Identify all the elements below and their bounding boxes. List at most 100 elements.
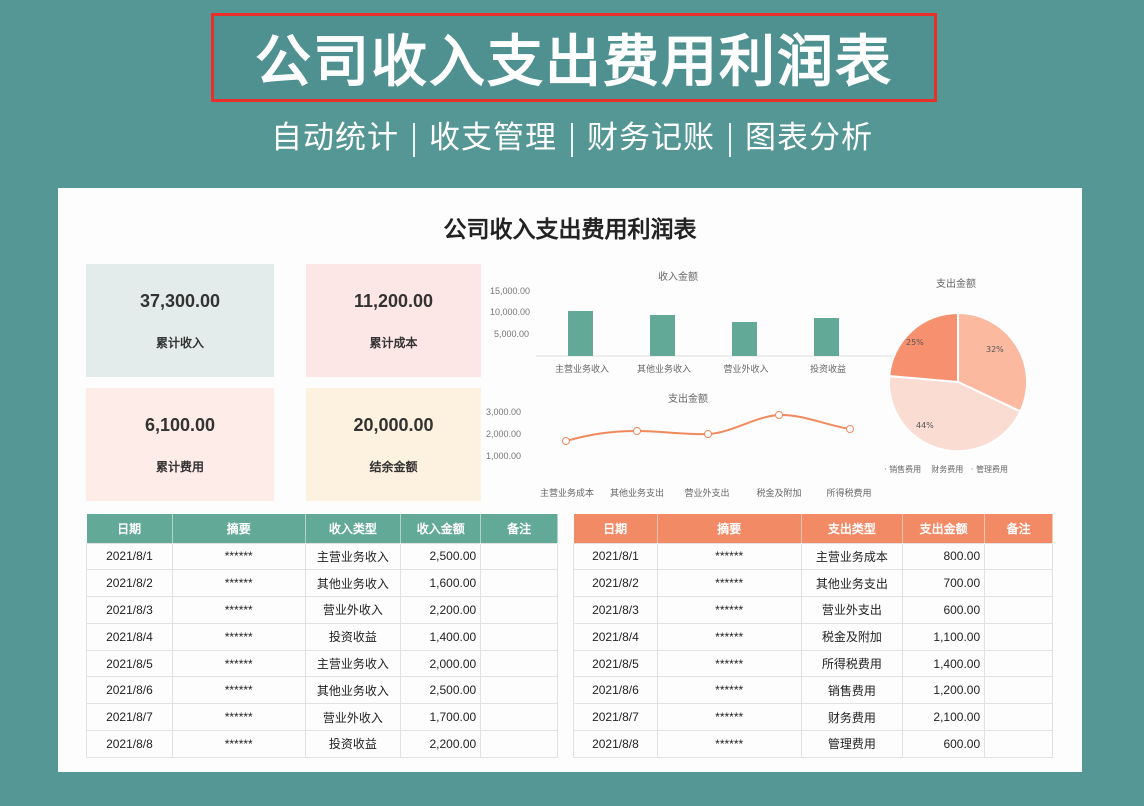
cell-summary[interactable]: ******	[171, 703, 306, 732]
cell-note[interactable]	[480, 596, 558, 624]
column-header[interactable]: 支出类型	[801, 514, 904, 543]
column-header[interactable]: 收入类型	[305, 514, 402, 543]
cell-type[interactable]: 主营业务成本	[800, 542, 904, 571]
cell-date[interactable]: 2021/8/6	[573, 676, 658, 705]
bar	[814, 318, 839, 356]
cell-note[interactable]	[984, 676, 1053, 705]
cell-type[interactable]: 其他业务收入	[304, 676, 402, 705]
cell-note[interactable]	[480, 676, 558, 705]
cell-date[interactable]: 2021/8/1	[86, 542, 173, 571]
cell-note[interactable]	[480, 649, 558, 678]
cell-amount[interactable]: 600.00	[902, 596, 986, 624]
cell-summary[interactable]: ******	[656, 649, 802, 678]
cell-type[interactable]: 主营业务收入	[304, 649, 402, 678]
cell-amount[interactable]: 1,400.00	[902, 649, 986, 678]
cell-summary[interactable]: ******	[656, 542, 802, 571]
column-header[interactable]: 日期	[86, 514, 173, 543]
cell-summary[interactable]: ******	[656, 730, 802, 758]
cell-type[interactable]: 销售费用	[800, 676, 904, 705]
cell-summary[interactable]: ******	[171, 542, 306, 571]
cell-note[interactable]	[984, 730, 1053, 758]
cell-amount[interactable]: 2,100.00	[902, 703, 986, 732]
cell-type[interactable]: 投资收益	[304, 730, 402, 758]
cell-summary[interactable]: ******	[171, 676, 306, 705]
cell-type[interactable]: 营业外收入	[304, 596, 402, 624]
column-header[interactable]: 日期	[573, 514, 658, 543]
column-header[interactable]: 摘要	[657, 514, 802, 543]
cell-note[interactable]	[984, 649, 1053, 678]
cell-note[interactable]	[480, 542, 558, 571]
cell-date[interactable]: 2021/8/1	[573, 542, 658, 571]
table-row: 2021/8/8 ****** 管理费用 600.00	[573, 730, 1053, 758]
table-row: 2021/8/3 ****** 营业外支出 600.00	[573, 596, 1053, 624]
cell-type[interactable]: 主营业务收入	[304, 542, 402, 571]
cell-date[interactable]: 2021/8/8	[573, 730, 658, 758]
cell-note[interactable]	[480, 730, 558, 758]
cell-type[interactable]: 投资收益	[304, 622, 402, 651]
cell-type[interactable]: 其他业务支出	[800, 569, 904, 598]
cell-summary[interactable]: ******	[171, 622, 306, 651]
cell-note[interactable]	[984, 569, 1053, 598]
cell-note[interactable]	[984, 703, 1053, 732]
cell-amount[interactable]: 700.00	[902, 569, 986, 598]
cell-date[interactable]: 2021/8/5	[86, 649, 173, 678]
cell-date[interactable]: 2021/8/8	[86, 730, 173, 758]
table-row: 2021/8/1 ****** 主营业务成本 800.00	[573, 542, 1053, 571]
divider	[571, 122, 573, 157]
cell-type[interactable]: 财务费用	[800, 703, 904, 732]
x-tick: 主营业务收入	[554, 365, 609, 375]
cell-amount[interactable]: 2,500.00	[400, 542, 482, 571]
cell-date[interactable]: 2021/8/2	[86, 569, 173, 598]
cell-date[interactable]: 2021/8/3	[573, 596, 658, 624]
cell-amount[interactable]: 2,500.00	[400, 676, 482, 705]
cell-note[interactable]	[480, 622, 558, 651]
cell-date[interactable]: 2021/8/4	[573, 622, 658, 651]
cell-type[interactable]: 管理费用	[800, 730, 904, 758]
cell-date[interactable]: 2021/8/3	[86, 596, 173, 624]
cell-date[interactable]: 2021/8/5	[573, 649, 658, 678]
cell-date[interactable]: 2021/8/7	[86, 703, 173, 732]
cell-summary[interactable]: ******	[656, 596, 802, 624]
cell-summary[interactable]: ******	[171, 730, 306, 758]
cell-amount[interactable]: 1,600.00	[400, 569, 482, 598]
cell-type[interactable]: 营业外收入	[304, 703, 402, 732]
cell-amount[interactable]: 600.00	[902, 730, 986, 758]
cell-summary[interactable]: ******	[656, 676, 802, 705]
cell-summary[interactable]: ******	[171, 596, 306, 624]
cell-amount[interactable]: 1,700.00	[400, 703, 482, 732]
table-row: 2021/8/7 ****** 财务费用 2,100.00	[573, 703, 1053, 732]
cell-amount[interactable]: 800.00	[902, 542, 986, 571]
cell-date[interactable]: 2021/8/6	[86, 676, 173, 705]
cell-summary[interactable]: ******	[656, 703, 802, 732]
cell-amount[interactable]: 2,200.00	[400, 596, 482, 624]
cell-type[interactable]: 所得税费用	[800, 649, 904, 678]
column-header[interactable]: 备注	[984, 514, 1053, 543]
cell-note[interactable]	[984, 542, 1053, 571]
cell-note[interactable]	[480, 569, 558, 598]
cell-date[interactable]: 2021/8/4	[86, 622, 173, 651]
cell-type[interactable]: 其他业务收入	[304, 569, 402, 598]
cell-amount[interactable]: 2,000.00	[400, 649, 482, 678]
cell-note[interactable]	[984, 622, 1053, 651]
cell-amount[interactable]: 2,200.00	[400, 730, 482, 758]
cell-amount[interactable]: 1,200.00	[902, 676, 986, 705]
column-header[interactable]: 收入金额	[400, 514, 482, 543]
cell-summary[interactable]: ******	[171, 569, 306, 598]
cell-summary[interactable]: ******	[171, 649, 306, 678]
cell-amount[interactable]: 1,400.00	[400, 622, 482, 651]
kpi-value: 20,000.00	[353, 414, 434, 435]
cell-date[interactable]: 2021/8/7	[573, 703, 658, 732]
column-header[interactable]: 支出金额	[902, 514, 986, 543]
table-header-row: 日期 摘要 收入类型 收入金额 备注	[86, 514, 558, 543]
cell-amount[interactable]: 1,100.00	[902, 622, 986, 651]
column-header[interactable]: 备注	[480, 514, 558, 543]
cell-date[interactable]: 2021/8/2	[573, 569, 658, 598]
column-header[interactable]: 摘要	[172, 514, 306, 543]
cell-type[interactable]: 税金及附加	[800, 622, 904, 651]
expense-table: 日期 摘要 支出类型 支出金额 备注 2021/8/1 ****** 主营业务成本 8…	[573, 514, 1053, 758]
cell-type[interactable]: 营业外支出	[800, 596, 904, 624]
cell-note[interactable]	[984, 596, 1053, 624]
cell-summary[interactable]: ******	[656, 569, 802, 598]
cell-summary[interactable]: ******	[656, 622, 802, 651]
cell-note[interactable]	[480, 703, 558, 732]
